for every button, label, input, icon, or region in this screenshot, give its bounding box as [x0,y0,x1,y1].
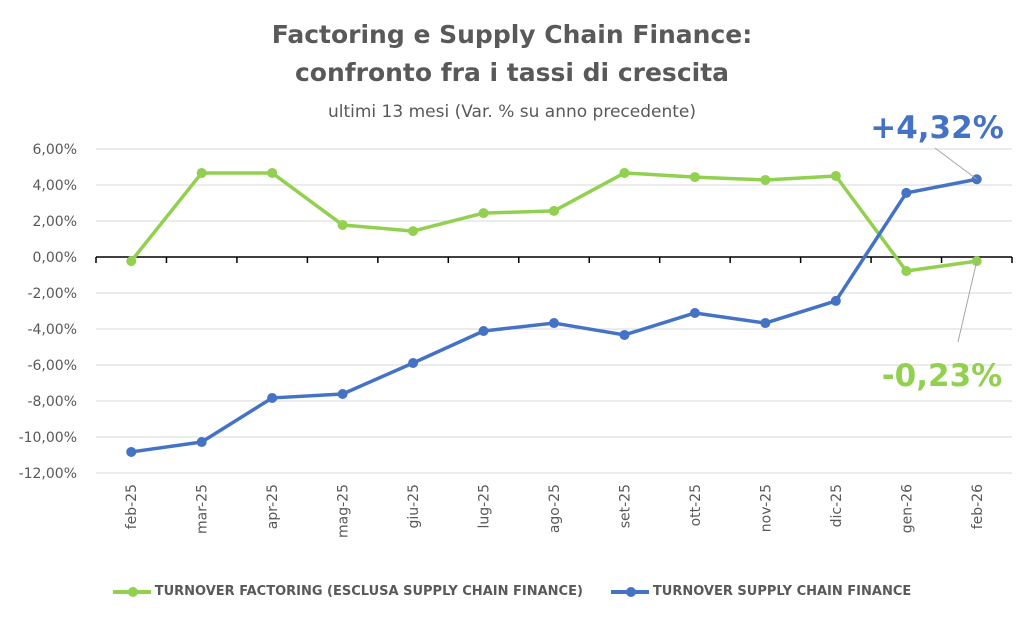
x-tick-label: feb-25 [124,484,140,529]
y-tick-label: 2,00% [33,214,77,230]
data-point [760,174,771,185]
data-point [196,167,207,178]
x-axis [95,256,1013,263]
annotation-leader-line [957,261,978,343]
x-tick-label: ott-25 [688,484,704,526]
legend-swatch-factoring [112,586,151,597]
x-tick-label: gen-26 [899,484,915,533]
y-tick-label: -10,00% [19,430,77,446]
x-tick-label: feb-26 [970,484,986,529]
y-tick-label: -12,00% [19,466,77,482]
chart-subtitle: ultimi 13 mesi (Var. % su anno precedent… [327,102,697,122]
data-point [760,318,771,329]
data-point [267,167,278,178]
x-tick-label: ago-25 [547,484,563,533]
data-point [619,329,630,340]
y-tick-label: -2,00% [27,286,77,302]
annotation-leader-line [934,147,978,180]
y-tick-label: -4,00% [27,322,77,338]
legend: TURNOVER FACTORING (ESCLUSA SUPPLY CHAIN… [0,584,1024,599]
data-point [830,171,841,181]
x-tick-label: mag-25 [336,484,352,538]
y-tick-label: -8,00% [27,394,77,410]
data-point [549,318,559,329]
legend-label-scf: TURNOVER SUPPLY CHAIN FINANCE [652,584,912,599]
chart-title-line-1: Factoring e Supply Chain Finance: [271,20,753,49]
chart-title-line-2: confronto fra i tassi di crescita [294,58,730,87]
data-point [901,187,912,198]
annotations: +4,32% -0,23% [870,110,1004,394]
data-point [830,295,841,306]
data-point [337,388,348,399]
legend-item-scf[interactable]: TURNOVER SUPPLY CHAIN FINANCE [610,584,912,599]
x-tick-label: apr-25 [265,484,281,529]
y-tick-label: 4,00% [33,178,77,194]
data-point [689,307,700,318]
data-point [267,392,278,403]
legend-item-factoring[interactable]: TURNOVER FACTORING (ESCLUSA SUPPLY CHAIN… [112,584,583,599]
data-point [196,437,207,448]
data-point [408,358,419,369]
data-point [126,446,137,457]
data-point [337,219,348,230]
data-point [478,325,489,336]
x-tick-label: mar-25 [195,484,211,534]
x-axis-ticks: feb-25 mar-25 apr-25 mag-25 giu-25 lug-25 ago-… [124,484,986,538]
annotation-label: -0,23% [882,358,1002,394]
x-tick-label: set-25 [617,484,633,528]
legend-swatch-scf [610,586,649,597]
x-tick-label: giu-25 [406,484,422,529]
series-lines [126,167,982,457]
x-tick-label: lug-25 [477,484,493,529]
x-tick-label: nov-25 [758,484,774,532]
data-point [689,172,700,183]
data-point [408,226,419,237]
data-point [478,208,489,219]
data-point [549,205,559,216]
y-tick-label: -6,00% [27,358,77,374]
annotation-label: +4,32% [870,110,1004,146]
y-axis-ticks: 6,00% 4,00% 2,00% 0,00% -2,00% -4,00% -6,00% -8… [19,142,77,482]
y-tick-label: 0,00% [33,250,77,266]
y-tick-label: 6,00% [33,142,77,158]
legend-label-factoring: TURNOVER FACTORING (ESCLUSA SUPPLY CHAIN… [154,584,583,599]
gridlines [96,148,1012,474]
data-point [901,266,912,277]
x-tick-label: dic-25 [829,484,845,527]
data-point [126,256,137,267]
data-point [619,167,630,178]
series-line-1 [130,177,978,454]
